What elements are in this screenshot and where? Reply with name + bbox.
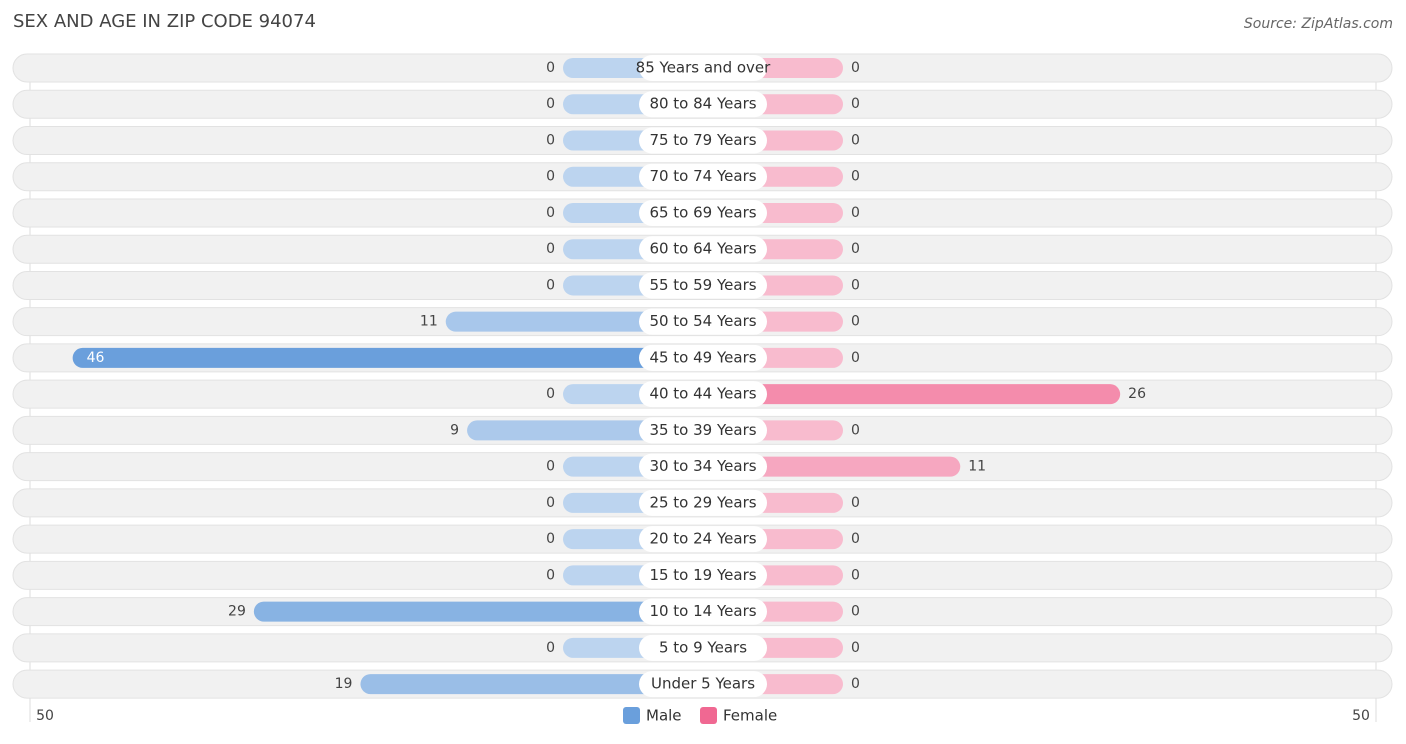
category-label: 40 to 44 Years	[649, 385, 756, 403]
category-label: 10 to 14 Years	[649, 602, 756, 620]
category-label: Under 5 Years	[651, 675, 755, 693]
category-label: 65 to 69 Years	[649, 203, 756, 221]
category-pill	[639, 634, 767, 661]
value-label: 0	[546, 531, 555, 547]
value-label: 0	[851, 169, 860, 185]
chart-title: SEX AND AGE IN ZIP CODE 94074	[13, 11, 316, 32]
category-pill	[639, 55, 767, 81]
bar	[445, 311, 703, 332]
value-label: 0	[546, 241, 555, 257]
value-label: 26	[1128, 386, 1146, 402]
bar	[703, 456, 961, 477]
category-pill	[639, 598, 767, 625]
value-label: 0	[546, 205, 555, 221]
bar	[360, 674, 703, 695]
legend-label: Female	[723, 707, 777, 725]
value-label: 0	[546, 386, 555, 402]
x-tick-label: 50	[36, 708, 54, 724]
value-label: 0	[546, 277, 555, 293]
category-label: 85 Years and over	[636, 59, 771, 77]
value-label: 0	[546, 96, 555, 112]
value-label: 0	[851, 495, 860, 511]
category-label: 50 to 54 Years	[649, 312, 756, 330]
value-label: 0	[851, 60, 860, 76]
value-label: 0	[546, 459, 555, 475]
category-pill	[639, 489, 767, 516]
category-pill	[639, 453, 767, 480]
legend-label: Male	[646, 707, 682, 725]
category-label: 30 to 34 Years	[649, 457, 756, 475]
bar	[703, 384, 1121, 405]
category-label: 60 to 64 Years	[649, 240, 756, 258]
category-pill	[639, 272, 767, 299]
value-label: 19	[335, 676, 353, 692]
category-label: 55 to 59 Years	[649, 276, 756, 294]
value-label: 0	[851, 314, 860, 330]
source: Source: ZipAtlas.com	[1244, 16, 1393, 32]
category-label: 70 to 74 Years	[649, 167, 756, 185]
category-pill	[639, 417, 767, 444]
value-label: 0	[851, 604, 860, 620]
category-pill	[639, 381, 767, 408]
value-label: 0	[851, 96, 860, 112]
value-label: 0	[546, 495, 555, 511]
category-pill	[639, 127, 767, 154]
category-pill	[639, 236, 767, 263]
category-label: 5 to 9 Years	[659, 638, 747, 656]
value-label: 9	[450, 422, 459, 438]
category-label: 20 to 24 Years	[649, 530, 756, 548]
value-label: 0	[851, 132, 860, 148]
category-label: 25 to 29 Years	[649, 493, 756, 511]
legend-swatch	[700, 707, 717, 724]
category-pill	[639, 562, 767, 589]
category-pill	[639, 671, 767, 698]
value-label: 29	[228, 604, 246, 620]
category-label: 15 to 19 Years	[649, 566, 756, 584]
value-label: 0	[851, 567, 860, 583]
category-label: 35 to 39 Years	[649, 421, 756, 439]
x-tick-label: 50	[1352, 708, 1370, 724]
value-label: 0	[851, 422, 860, 438]
value-label: 0	[546, 169, 555, 185]
value-label: 0	[851, 205, 860, 221]
value-label: 46	[87, 350, 105, 366]
legend-swatch	[623, 707, 640, 724]
value-label: 0	[851, 640, 860, 656]
value-label: 0	[546, 132, 555, 148]
bar	[72, 347, 703, 368]
value-label: 0	[546, 567, 555, 583]
category-pill	[639, 163, 767, 190]
value-label: 0	[546, 60, 555, 76]
category-label: 45 to 49 Years	[649, 348, 756, 366]
value-label: 11	[420, 314, 438, 330]
category-label: 80 to 84 Years	[649, 95, 756, 113]
bar	[253, 601, 704, 622]
value-label: 0	[851, 277, 860, 293]
category-pill	[639, 91, 767, 118]
value-label: 0	[546, 640, 555, 656]
category-pill	[639, 526, 767, 553]
category-pill	[639, 199, 767, 226]
category-pill	[639, 344, 767, 371]
value-label: 11	[968, 459, 986, 475]
value-label: 0	[851, 350, 860, 366]
value-label: 0	[851, 241, 860, 257]
value-label: 0	[851, 531, 860, 547]
category-pill	[639, 308, 767, 335]
category-label: 75 to 79 Years	[649, 131, 756, 149]
value-label: 0	[851, 676, 860, 692]
